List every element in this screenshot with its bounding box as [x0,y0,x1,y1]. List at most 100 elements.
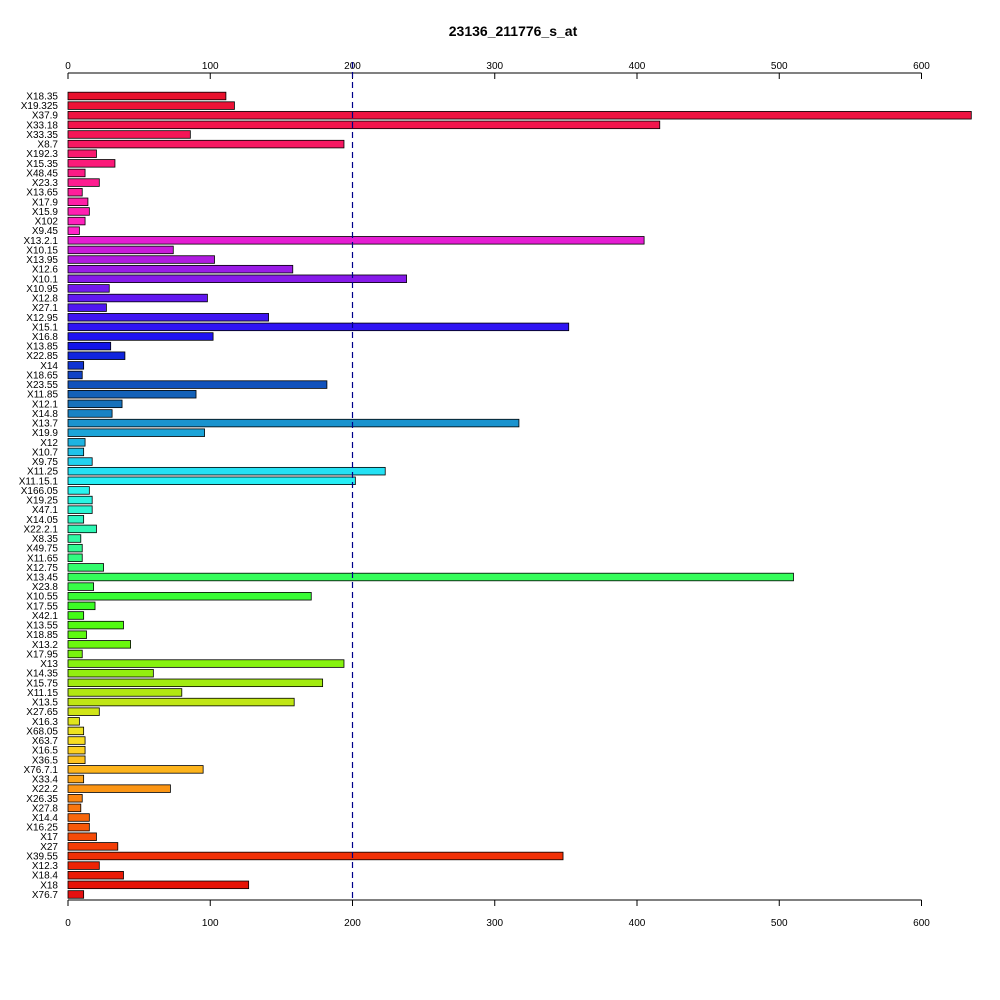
category-label: X14.8 [32,409,59,420]
category-label: X13.2 [32,640,59,651]
bar-X10.1 [67,274,407,283]
bar-X27.65 [67,707,100,716]
category-label: X63.7 [32,736,59,747]
bar-X19.9 [67,428,205,437]
bar-X27.1 [67,303,107,312]
category-label: X22.2 [32,784,59,795]
category-label: X19.325 [21,101,59,112]
category-label: X18.65 [26,370,58,381]
bar-X10.95 [67,284,110,293]
category-label: X166.05 [21,486,59,497]
category-label: X15.35 [26,159,58,170]
bar-X16.3 [67,717,80,726]
category-label: X15.75 [26,678,58,689]
top-x-axis: 0 100 200 300 400 500 600 [65,61,930,79]
bar-X10.7 [67,447,85,457]
category-label: X14.4 [32,813,59,824]
category-label: X8.7 [37,140,58,151]
category-label: X76.7 [32,890,59,901]
bottom-tick-label: 400 [629,918,646,929]
bar-X192.3 [67,149,97,158]
category-label: X13.5 [32,698,59,709]
category-label: X33.4 [32,775,59,786]
bar-X12.1 [67,399,123,409]
category-label: X37.9 [32,111,59,122]
category-label: X13.45 [26,573,58,584]
bar-X13.55 [67,620,124,630]
category-label: X27.1 [32,303,59,314]
category-label: X10.95 [26,284,58,295]
category-label: X11.15 [27,688,58,699]
category-label: X192.3 [26,149,58,160]
bar-X9.45 [67,226,80,235]
category-label: X14.05 [26,515,58,526]
category-label: X11.25 [27,467,58,478]
bar-X10.55 [67,592,312,601]
bar-X11.85 [67,390,197,399]
category-label: X23.55 [26,380,58,391]
bottom-tick-label: 100 [202,918,219,929]
bottom-tick-label: 0 [65,918,71,929]
bar-X19.325 [67,101,235,110]
category-label: X12.75 [26,563,58,574]
category-label: X27.65 [26,707,58,718]
bar-X11.15 [67,688,183,697]
bar-X13.2.1 [67,236,645,245]
category-labels: X18.35X19.325X37.9X33.18X33.35X8.7X192.3… [19,92,59,901]
bar-X17.9 [67,197,89,207]
category-label: X13.7 [32,419,59,430]
category-label: X76.7.1 [24,765,59,776]
bar-X27 [67,842,119,851]
top-tick-label: 100 [202,61,219,72]
bottom-tick-label: 300 [486,918,503,929]
bar-X12 [67,438,86,447]
category-label: X18.4 [32,871,59,882]
category-label: X14 [40,361,58,372]
category-label: X11.65 [27,553,58,564]
category-label: X9.75 [32,457,59,468]
bar-X33.18 [67,120,661,130]
category-label: X13.2.1 [24,236,59,247]
category-label: X12.6 [32,265,59,276]
category-label: X16.8 [32,332,59,343]
bar-X23.3 [67,178,100,187]
bar-X15.75 [67,678,324,688]
category-label: X12.1 [32,399,59,410]
bar-X18.65 [67,370,83,380]
category-label: X19.9 [32,428,59,439]
category-label: X27.8 [32,803,59,814]
category-label: X18.85 [26,630,58,641]
bars-group [67,91,972,899]
bar-X15.9 [67,207,90,216]
category-label: X102 [35,217,59,228]
bar-X10.15 [67,245,174,255]
category-label: X11.15.1 [19,476,59,487]
bar-X49.75 [67,543,83,553]
bar-X14.05 [67,515,85,524]
bar-X19.25 [67,495,93,505]
bar-X76.7 [67,890,85,899]
bar-X11.65 [67,553,83,562]
category-label: X49.75 [26,544,58,555]
bar-X13 [67,659,345,668]
bar-X17.55 [67,601,96,611]
category-label: X15.1 [32,322,59,333]
category-label: X8.35 [32,534,59,545]
bar-X23.55 [67,380,328,389]
category-label: X42.1 [32,611,59,622]
category-label: X27 [40,842,58,853]
bar-X22.2 [67,784,171,793]
category-label: X10.15 [26,245,58,256]
category-label: X33.35 [26,130,58,141]
bar-X12.75 [67,563,104,572]
category-label: X16.25 [26,823,58,834]
category-label: X22.85 [26,351,58,362]
bar-X12.95 [67,313,269,322]
bottom-tick-label: 500 [771,918,788,929]
bottom-x-axis: 0 100 200 300 400 500 600 [65,899,930,929]
category-label: X9.45 [32,226,59,237]
category-label: X10.55 [26,592,58,603]
bar-X18.4 [67,871,124,880]
bar-X8.7 [67,139,345,149]
category-label: X23.3 [32,178,59,189]
